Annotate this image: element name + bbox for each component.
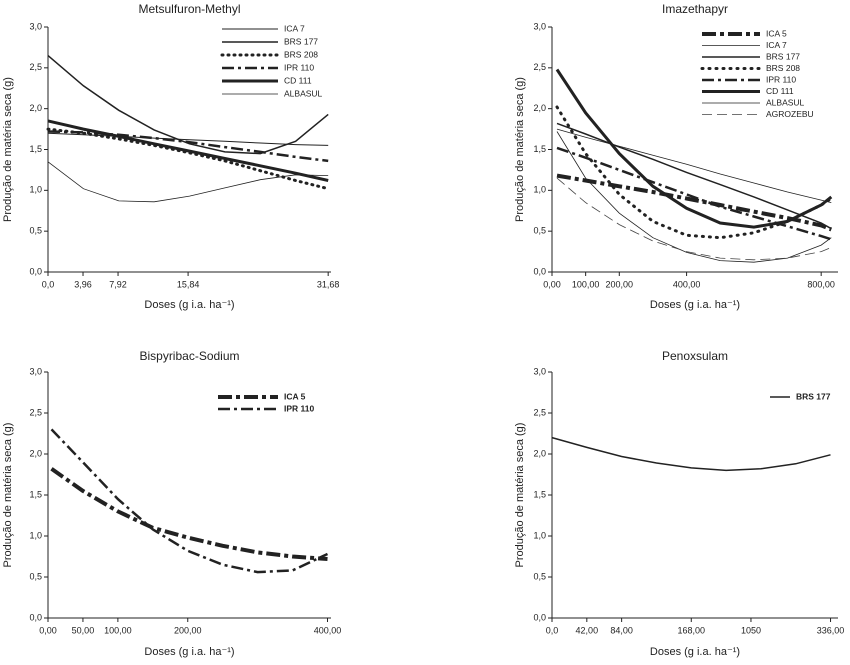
x-tick-label: 42,00: [576, 625, 599, 635]
y-axis-label: Produção de matéria seca (g): [2, 423, 14, 568]
series-line: [556, 131, 832, 263]
series-line: [47, 55, 329, 155]
legend-label: BRS 208: [766, 63, 800, 73]
chart-title: Imazethapyr: [662, 2, 728, 16]
x-tick-label: 200,00: [606, 279, 634, 289]
y-tick-label: 0,5: [29, 226, 42, 236]
y-tick-label: 0,0: [29, 612, 42, 622]
y-tick-label: 0,0: [29, 266, 42, 276]
legend-label: ICA 5: [766, 28, 787, 38]
x-tick-label: 336,00: [817, 625, 845, 635]
x-tick-label: 50,00: [72, 625, 95, 635]
x-tick-label: 100,00: [104, 625, 132, 635]
y-tick-label: 3,0: [533, 366, 546, 376]
x-tick-label: 0,00: [39, 625, 57, 635]
x-tick-label: 1050: [741, 625, 761, 635]
y-axis-label: Produção de matéria seca (g): [514, 77, 526, 222]
x-tick-label: 0,0: [42, 279, 55, 289]
legend-label: AGROZEBU: [766, 109, 814, 119]
legend-label: BRS 177: [766, 51, 800, 61]
x-axis-label: Doses (g i.a. ha⁻¹): [650, 646, 740, 658]
legend-label: IPR 110: [284, 62, 314, 72]
x-tick-label: 15,84: [177, 279, 200, 289]
x-tick-label: 200,00: [174, 625, 202, 635]
chart-title: Metsulfuron-Methyl: [138, 2, 240, 16]
y-tick-label: 0,0: [533, 612, 546, 622]
legend-label: ALBASUL: [766, 97, 805, 107]
x-tick-label: 84,00: [610, 625, 633, 635]
y-tick-label: 2,0: [29, 103, 42, 113]
y-tick-label: 2,0: [29, 448, 42, 458]
y-tick-label: 1,0: [29, 185, 42, 195]
y-tick-label: 2,5: [533, 62, 546, 72]
legend-label: CD 111: [284, 75, 312, 85]
x-tick-label: 7,92: [109, 279, 127, 289]
x-tick-label: 31,68: [317, 279, 340, 289]
y-tick-label: 0,5: [533, 571, 546, 581]
x-tick-label: 800,00: [807, 279, 835, 289]
y-tick-label: 2,5: [533, 407, 546, 417]
legend-label: ALBASUL: [284, 88, 323, 98]
x-axis-label: Doses (g i.a. ha⁻¹): [144, 646, 234, 658]
series-line: [47, 119, 329, 182]
x-tick-label: 100,00: [572, 279, 600, 289]
y-tick-label: 0,0: [533, 266, 546, 276]
series-line: [551, 436, 831, 472]
legend-label: ICA 5: [284, 391, 306, 401]
y-tick-label: 2,0: [533, 448, 546, 458]
y-axis-label: Produção de matéria seca (g): [2, 77, 14, 222]
legend-label: CD 111: [766, 86, 794, 96]
y-tick-label: 1,5: [29, 144, 42, 154]
y-tick-label: 1,0: [533, 530, 546, 540]
series-line: [50, 428, 329, 574]
y-tick-label: 1,5: [533, 489, 546, 499]
y-tick-label: 2,5: [29, 62, 42, 72]
chart-title: Bispyribac-Sodium: [139, 349, 239, 363]
legend-label: ICA 7: [766, 40, 787, 50]
x-tick-label: 168,00: [678, 625, 706, 635]
y-tick-label: 1,0: [533, 185, 546, 195]
legend-label: ICA 7: [284, 23, 305, 33]
x-tick-label: 400,00: [673, 279, 701, 289]
legend-label: BRS 177: [796, 391, 831, 401]
series-line: [556, 122, 832, 230]
series-line: [556, 128, 832, 203]
series-line: [47, 161, 329, 203]
x-tick-label: 0,00: [543, 279, 561, 289]
series-line: [556, 146, 832, 241]
legend-label: BRS 208: [284, 49, 318, 59]
x-tick-label: 400,00: [314, 625, 342, 635]
x-tick-label: 3,96: [74, 279, 92, 289]
y-tick-label: 1,0: [29, 530, 42, 540]
legend-label: BRS 177: [284, 36, 318, 46]
y-axis-label: Produção de matéria seca (g): [514, 423, 526, 568]
x-axis-label: Doses (g i.a. ha⁻¹): [650, 299, 740, 311]
y-tick-label: 3,0: [29, 21, 42, 31]
y-tick-label: 3,0: [533, 21, 546, 31]
legend-label: IPR 110: [284, 403, 315, 413]
chart-title: Penoxsulam: [662, 349, 728, 363]
y-tick-label: 2,0: [533, 103, 546, 113]
x-tick-label: 0,0: [546, 625, 559, 635]
y-tick-label: 0,5: [29, 571, 42, 581]
y-tick-label: 1,5: [29, 489, 42, 499]
series-line: [555, 68, 833, 229]
series-line: [50, 467, 328, 561]
series-line: [47, 130, 329, 163]
y-tick-label: 2,5: [29, 407, 42, 417]
series-line: [556, 177, 832, 261]
legend-label: IPR 110: [766, 74, 796, 84]
y-tick-label: 1,5: [533, 144, 546, 154]
y-tick-label: 3,0: [29, 366, 42, 376]
series-line: [46, 127, 330, 191]
x-axis-label: Doses (g i.a. ha⁻¹): [144, 299, 234, 311]
y-tick-label: 0,5: [533, 226, 546, 236]
